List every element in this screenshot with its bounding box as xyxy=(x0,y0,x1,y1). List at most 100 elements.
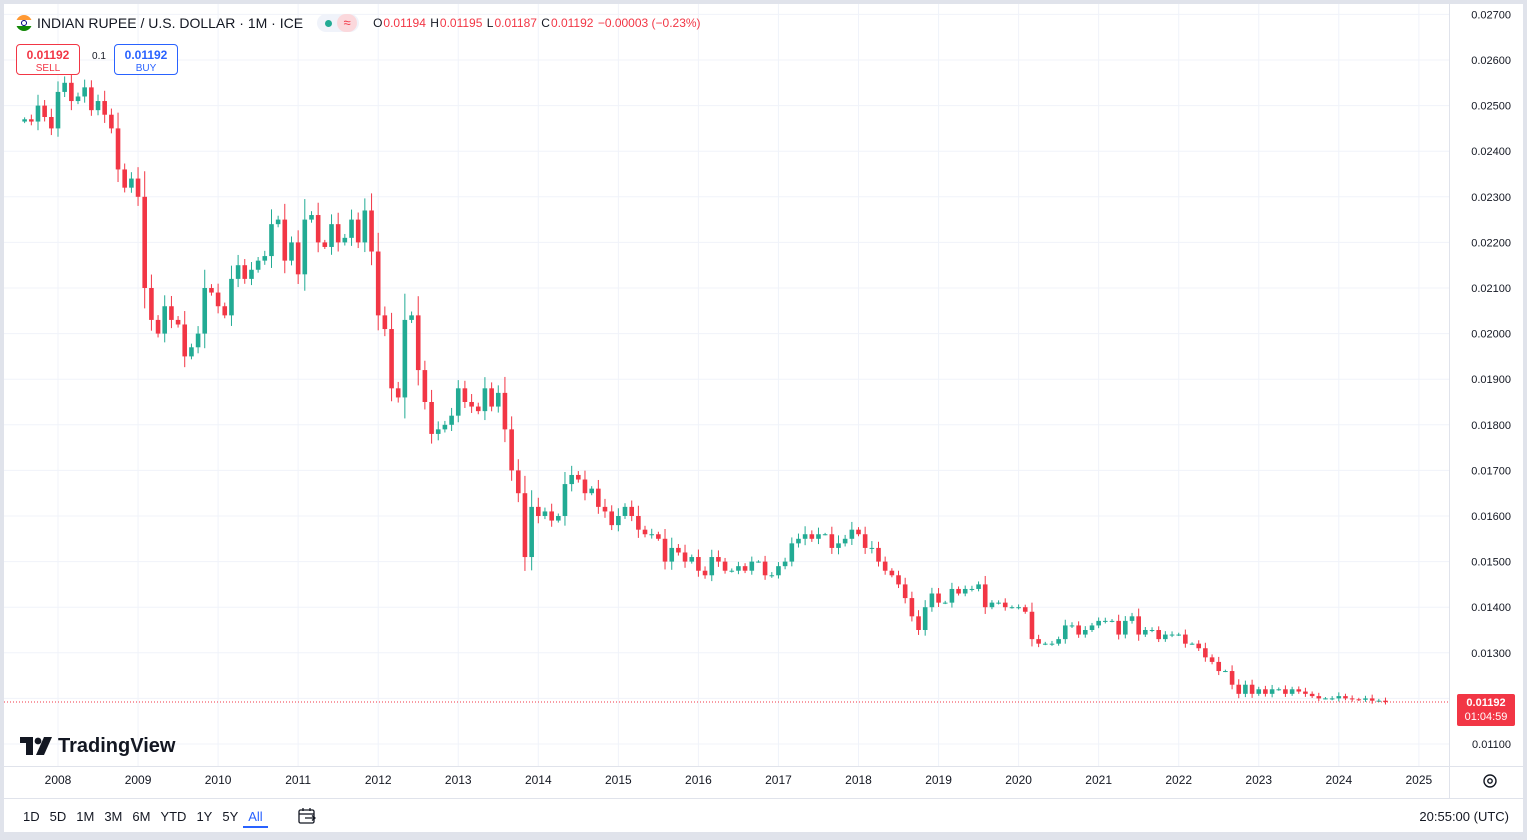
candle-body[interactable] xyxy=(209,288,214,293)
candle-body[interactable] xyxy=(229,278,234,316)
candle-body[interactable] xyxy=(1229,671,1235,685)
candle-body[interactable] xyxy=(69,82,74,102)
range-button-6m[interactable]: 6M xyxy=(132,809,151,824)
candle-body[interactable] xyxy=(529,506,534,558)
candle-body[interactable] xyxy=(1176,634,1181,636)
candle-body[interactable] xyxy=(736,566,741,571)
candlestick-chart[interactable]: 0.011000.012000.013000.014000.015000.016… xyxy=(4,4,1523,798)
candle-body[interactable] xyxy=(1336,696,1342,699)
candle-body[interactable] xyxy=(395,388,401,398)
candle-body[interactable] xyxy=(536,506,541,516)
candle-body[interactable] xyxy=(142,196,147,288)
candle-body[interactable] xyxy=(509,429,514,471)
candle-body[interactable] xyxy=(782,561,788,567)
candle-body[interactable] xyxy=(55,91,61,129)
buy-button[interactable]: 0.01192 BUY xyxy=(114,44,178,75)
candle-body[interactable] xyxy=(1243,684,1248,694)
candle-body[interactable] xyxy=(722,561,728,571)
candle-body[interactable] xyxy=(362,210,368,243)
candle-body[interactable] xyxy=(1269,689,1275,694)
candle-body[interactable] xyxy=(449,415,454,425)
candle-body[interactable] xyxy=(1209,657,1215,662)
candle-body[interactable] xyxy=(616,516,621,526)
candle-body[interactable] xyxy=(656,534,661,539)
calendar-icon[interactable] xyxy=(296,805,318,827)
candle-body[interactable] xyxy=(1316,696,1322,699)
candle-body[interactable] xyxy=(836,543,841,548)
candle-body[interactable] xyxy=(1329,698,1335,700)
candle-body[interactable] xyxy=(629,506,635,516)
candle-body[interactable] xyxy=(315,215,321,243)
candle-body[interactable] xyxy=(462,388,468,402)
candle-body[interactable] xyxy=(1383,700,1388,703)
candle-body[interactable] xyxy=(949,588,955,603)
candle-body[interactable] xyxy=(95,101,101,111)
candle-body[interactable] xyxy=(242,265,248,279)
candle-body[interactable] xyxy=(402,319,408,398)
candle-body[interactable] xyxy=(269,224,274,257)
candle-body[interactable] xyxy=(842,538,848,544)
candle-body[interactable] xyxy=(1029,611,1035,640)
candle-body[interactable] xyxy=(1123,620,1128,635)
candle-body[interactable] xyxy=(482,388,488,412)
candle-body[interactable] xyxy=(1263,689,1268,694)
candle-body[interactable] xyxy=(415,315,421,371)
candle-body[interactable] xyxy=(382,315,388,330)
candle-body[interactable] xyxy=(202,288,208,334)
candle-body[interactable] xyxy=(335,224,341,243)
candle-body[interactable] xyxy=(596,488,601,507)
candle-body[interactable] xyxy=(1056,639,1061,644)
candle-body[interactable] xyxy=(189,347,194,357)
candle-body[interactable] xyxy=(816,534,821,539)
candle-body[interactable] xyxy=(522,493,528,558)
candle-body[interactable] xyxy=(689,557,695,562)
candle-body[interactable] xyxy=(1076,625,1081,635)
candle-body[interactable] xyxy=(75,96,81,102)
range-button-1d[interactable]: 1D xyxy=(23,809,40,824)
candle-body[interactable] xyxy=(222,306,228,316)
candle-body[interactable] xyxy=(1163,634,1168,640)
candle-body[interactable] xyxy=(609,511,615,526)
candle-body[interactable] xyxy=(602,506,608,512)
candle-body[interactable] xyxy=(169,306,174,320)
candle-body[interactable] xyxy=(89,87,94,111)
candle-body[interactable] xyxy=(1309,693,1315,697)
candle-body[interactable] xyxy=(1216,661,1222,672)
candle-body[interactable] xyxy=(215,292,221,307)
candle-body[interactable] xyxy=(322,242,328,247)
candle-body[interactable] xyxy=(996,602,1001,604)
range-button-5d[interactable]: 5D xyxy=(49,809,67,824)
candle-body[interactable] xyxy=(729,570,735,572)
candle-body[interactable] xyxy=(642,529,648,535)
candle-body[interactable] xyxy=(1323,698,1328,700)
candle-body[interactable] xyxy=(1089,625,1095,630)
candle-body[interactable] xyxy=(1143,630,1148,635)
candle-body[interactable] xyxy=(856,529,861,535)
sell-button[interactable]: 0.01192 SELL xyxy=(16,44,80,75)
candle-body[interactable] xyxy=(442,424,448,430)
candle-body[interactable] xyxy=(696,557,701,571)
candle-body[interactable] xyxy=(822,534,828,536)
candle-body[interactable] xyxy=(122,169,127,188)
market-status[interactable]: ≈ xyxy=(317,14,360,32)
candle-body[interactable] xyxy=(49,117,54,129)
candle-body[interactable] xyxy=(249,269,254,279)
candle-body[interactable] xyxy=(469,402,474,407)
candle-body[interactable] xyxy=(982,584,988,608)
candle-body[interactable] xyxy=(1062,625,1068,640)
candle-body[interactable] xyxy=(989,602,995,608)
candle-body[interactable] xyxy=(929,593,935,608)
candle-body[interactable] xyxy=(302,219,308,275)
candle-body[interactable] xyxy=(569,474,574,485)
candle-body[interactable] xyxy=(262,256,268,261)
candle-body[interactable] xyxy=(255,260,261,270)
candle-body[interactable] xyxy=(1296,689,1302,692)
candle-body[interactable] xyxy=(669,547,675,562)
candle-body[interactable] xyxy=(1189,643,1195,645)
candle-body[interactable] xyxy=(82,87,87,97)
candle-body[interactable] xyxy=(742,566,748,571)
candle-body[interactable] xyxy=(129,178,134,188)
candle-body[interactable] xyxy=(969,588,975,590)
candle-body[interactable] xyxy=(1289,689,1295,694)
candle-body[interactable] xyxy=(796,538,801,544)
